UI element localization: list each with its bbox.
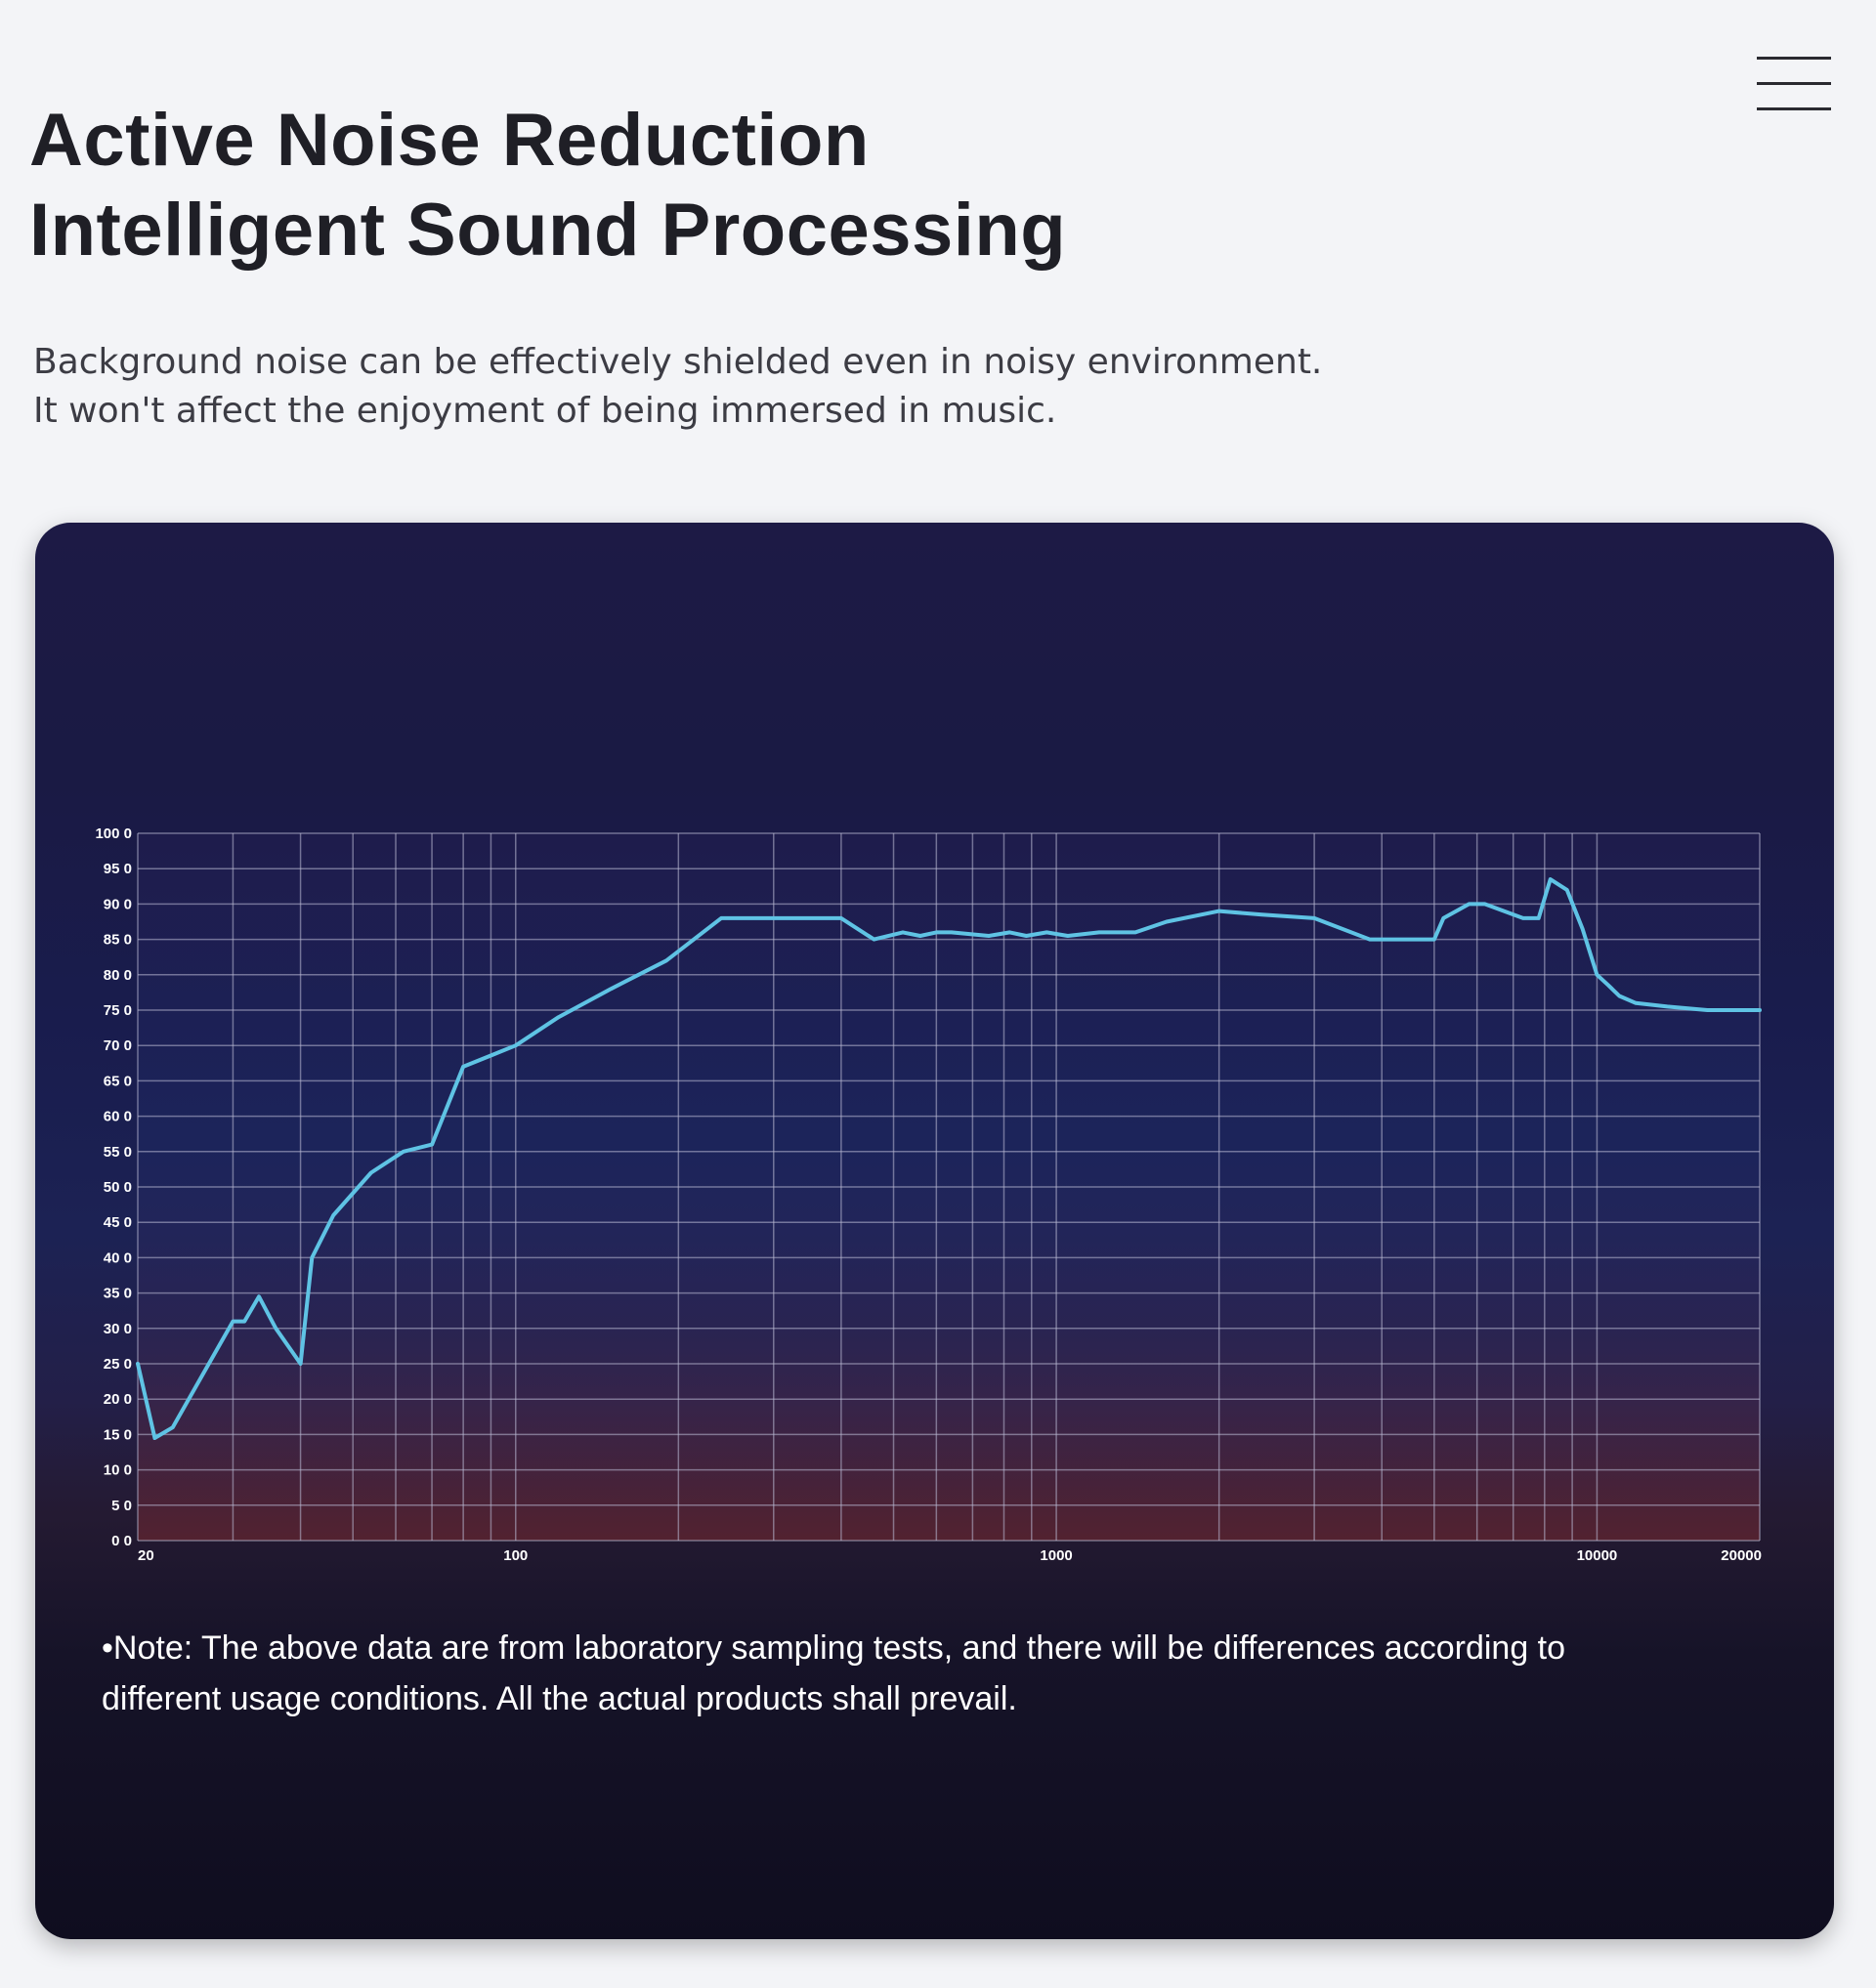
page-title: Active Noise Reduction Intelligent Sound… bbox=[29, 96, 1066, 275]
note-line-1: •Note: The above data are from laborator… bbox=[102, 1629, 1566, 1667]
disclaimer-note: •Note: The above data are from laborator… bbox=[102, 1623, 1782, 1724]
y-tick-label: 65 0 bbox=[104, 1073, 132, 1089]
y-tick-label: 100 0 bbox=[95, 825, 132, 842]
y-tick-label: 75 0 bbox=[104, 1002, 132, 1019]
subtitle-line-1: Background noise can be effectively shie… bbox=[33, 342, 1323, 382]
y-tick-label: 80 0 bbox=[104, 967, 132, 984]
note-line-2: different usage conditions. All the actu… bbox=[102, 1680, 1017, 1717]
y-tick-label: 20 0 bbox=[104, 1391, 132, 1408]
y-tick-label: 70 0 bbox=[104, 1037, 132, 1054]
hamburger-menu-icon[interactable] bbox=[1757, 57, 1831, 111]
x-tick-label: 20 bbox=[138, 1547, 154, 1564]
y-tick-label: 40 0 bbox=[104, 1249, 132, 1266]
y-axis-tick-labels: 100 0 95 0 90 0 85 0 80 0 75 0 70 0 65 0 60 0 55 … bbox=[95, 825, 132, 1549]
menu-bar-top bbox=[1757, 57, 1831, 60]
title-line-2: Intelligent Sound Processing bbox=[29, 189, 1067, 272]
y-tick-label: 10 0 bbox=[104, 1462, 132, 1479]
menu-bar-bottom bbox=[1757, 107, 1831, 110]
subtitle-line-2: It won't affect the enjoyment of being i… bbox=[33, 391, 1057, 431]
chart-series bbox=[136, 877, 1762, 1440]
y-tick-label: 15 0 bbox=[104, 1426, 132, 1443]
series-line bbox=[136, 877, 1762, 1440]
x-tick-label: 20000 bbox=[1721, 1547, 1762, 1564]
frequency-response-chart: 100 0 95 0 90 0 85 0 80 0 75 0 70 0 65 0 60 0 55 … bbox=[95, 825, 1762, 1564]
y-tick-label: 95 0 bbox=[104, 861, 132, 877]
y-tick-label: 5 0 bbox=[111, 1498, 132, 1514]
x-tick-label: 100 bbox=[503, 1547, 528, 1564]
y-tick-label: 25 0 bbox=[104, 1356, 132, 1373]
y-tick-label: 55 0 bbox=[104, 1144, 132, 1161]
menu-bar-middle bbox=[1757, 82, 1831, 85]
x-tick-label: 1000 bbox=[1040, 1547, 1072, 1564]
page-subtitle: Background noise can be effectively shie… bbox=[33, 338, 1322, 436]
y-tick-label: 60 0 bbox=[104, 1109, 132, 1125]
title-line-1: Active Noise Reduction bbox=[29, 99, 870, 182]
chart-card: 100 0 95 0 90 0 85 0 80 0 75 0 70 0 65 0 60 0 55 … bbox=[35, 523, 1834, 1939]
y-tick-label: 90 0 bbox=[104, 896, 132, 912]
y-tick-label: 0 0 bbox=[111, 1533, 132, 1549]
y-tick-label: 85 0 bbox=[104, 932, 132, 949]
x-axis-tick-labels: 20 100 1000 10000 20000 bbox=[138, 1547, 1762, 1564]
x-tick-label: 10000 bbox=[1577, 1547, 1618, 1564]
chart-grid bbox=[137, 832, 1761, 1542]
y-tick-label: 30 0 bbox=[104, 1321, 132, 1337]
y-tick-label: 45 0 bbox=[104, 1214, 132, 1231]
y-tick-label: 35 0 bbox=[104, 1286, 132, 1302]
y-tick-label: 50 0 bbox=[104, 1179, 132, 1196]
